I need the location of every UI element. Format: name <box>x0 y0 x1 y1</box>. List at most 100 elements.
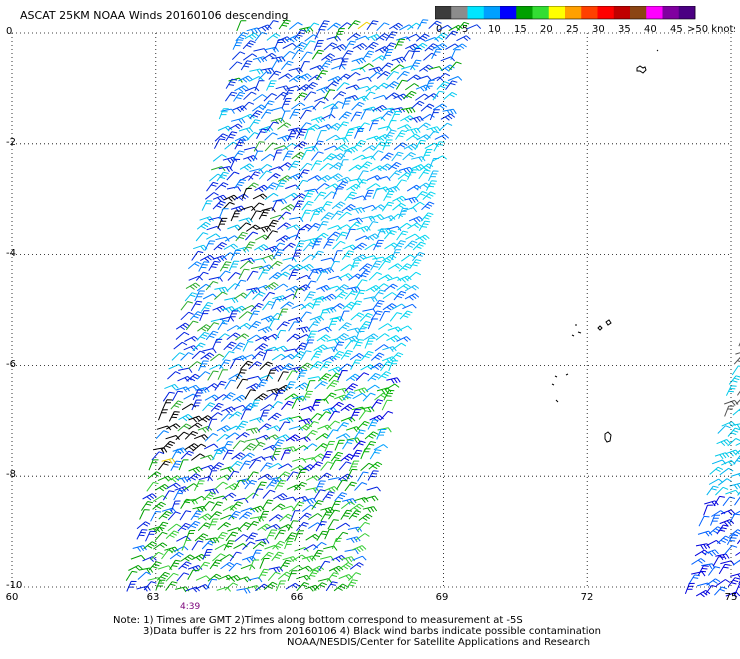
wind-barb <box>194 435 208 440</box>
wind-barb <box>358 472 369 481</box>
wind-barb <box>301 52 313 61</box>
wind-barb <box>333 44 347 50</box>
wind-barb <box>336 532 348 541</box>
wind-barb <box>237 379 248 388</box>
wind-barb <box>205 241 215 251</box>
wind-barb <box>265 193 278 200</box>
wind-barb <box>240 114 254 119</box>
wind-barb <box>363 51 375 60</box>
wind-barb <box>251 203 264 211</box>
lat-label-8s: -8 <box>6 470 16 480</box>
wind-barb <box>350 563 363 570</box>
wind-barb <box>341 502 354 509</box>
wind-barb <box>388 264 402 270</box>
wind-barb <box>426 181 436 191</box>
wind-barb <box>342 499 356 505</box>
wind-barb <box>314 41 324 51</box>
wind-barb <box>339 160 348 170</box>
wind-barb <box>273 440 285 449</box>
wind-barb <box>241 61 252 70</box>
wind-barb <box>231 211 241 221</box>
wind-barb <box>434 142 445 152</box>
wind-barb <box>339 323 352 331</box>
wind-barb <box>708 567 720 576</box>
wind-barb <box>180 511 191 520</box>
wind-barb <box>422 202 435 210</box>
wind-barb <box>385 130 397 139</box>
note-line-1: Note: 1) Times are GMT 2)Times along bot… <box>113 615 523 626</box>
wind-barb <box>295 241 305 251</box>
wind-barb <box>722 422 736 427</box>
wind-barb <box>730 483 740 489</box>
wind-barb <box>278 212 291 220</box>
wind-barb <box>260 362 273 370</box>
wind-barb <box>408 223 422 229</box>
wind-barb <box>329 174 343 180</box>
wind-barb <box>236 433 249 440</box>
island-outline <box>552 374 568 402</box>
wind-barb <box>199 477 213 481</box>
wind-barb <box>370 450 381 459</box>
wind-barb <box>297 583 309 591</box>
wind-barb <box>166 531 179 539</box>
wind-barb <box>467 25 481 29</box>
wind-barb <box>236 370 246 380</box>
wind-barb <box>276 330 286 340</box>
lat-label-10s: -10 <box>6 581 22 591</box>
wind-barb <box>204 444 218 449</box>
wind-barb <box>383 293 397 299</box>
wind-barb <box>384 191 395 201</box>
wind-barb <box>330 261 340 271</box>
wind-barb <box>209 277 223 281</box>
island-outline <box>606 320 611 325</box>
wind-barb <box>321 258 335 262</box>
wind-barb <box>201 303 213 312</box>
wind-barb <box>235 136 249 142</box>
lon-label-72: 72 <box>581 593 594 603</box>
island-outline <box>605 432 611 442</box>
wind-barb <box>350 504 364 511</box>
wind-barb <box>294 482 307 490</box>
wind-barb <box>234 544 248 549</box>
wind-barb <box>374 142 386 151</box>
wind-barb <box>220 555 234 561</box>
wind-barb <box>246 428 260 434</box>
wind-barb <box>255 33 267 42</box>
wind-barb <box>292 458 306 462</box>
wind-barb <box>220 467 234 472</box>
wind-barb <box>411 101 424 108</box>
wind-barb <box>280 560 291 569</box>
wind-barb <box>382 347 396 352</box>
wind-barb <box>223 352 235 361</box>
wind-barb <box>188 262 201 269</box>
wind-barb <box>339 274 353 279</box>
wind-barb <box>390 214 403 221</box>
wind-barb <box>335 388 349 393</box>
wind-barb <box>324 43 337 50</box>
wind-barb <box>367 21 379 30</box>
wind-barb <box>175 587 189 592</box>
wind-barb <box>245 493 258 500</box>
wind-barb <box>263 490 275 498</box>
wind-barb <box>368 319 378 329</box>
wind-barb <box>167 483 181 489</box>
wind-barb <box>282 99 292 109</box>
wind-barb <box>275 480 286 489</box>
wind-barb <box>231 119 245 124</box>
wind-barb <box>189 467 203 473</box>
wind-barb <box>146 531 156 541</box>
wind-barb <box>425 94 439 100</box>
wind-barb <box>214 287 228 293</box>
wind-barb <box>317 271 328 281</box>
wind-barb <box>441 57 455 61</box>
wind-barb <box>179 414 193 420</box>
wind-barb <box>339 462 351 470</box>
wind-barb <box>234 92 246 101</box>
wind-barb <box>351 112 362 121</box>
wind-barb <box>243 342 253 352</box>
wind-barb <box>279 20 290 29</box>
wind-barb <box>314 192 326 201</box>
wind-barb <box>192 251 204 260</box>
wind-barb <box>211 403 223 411</box>
wind-barb <box>366 385 380 391</box>
